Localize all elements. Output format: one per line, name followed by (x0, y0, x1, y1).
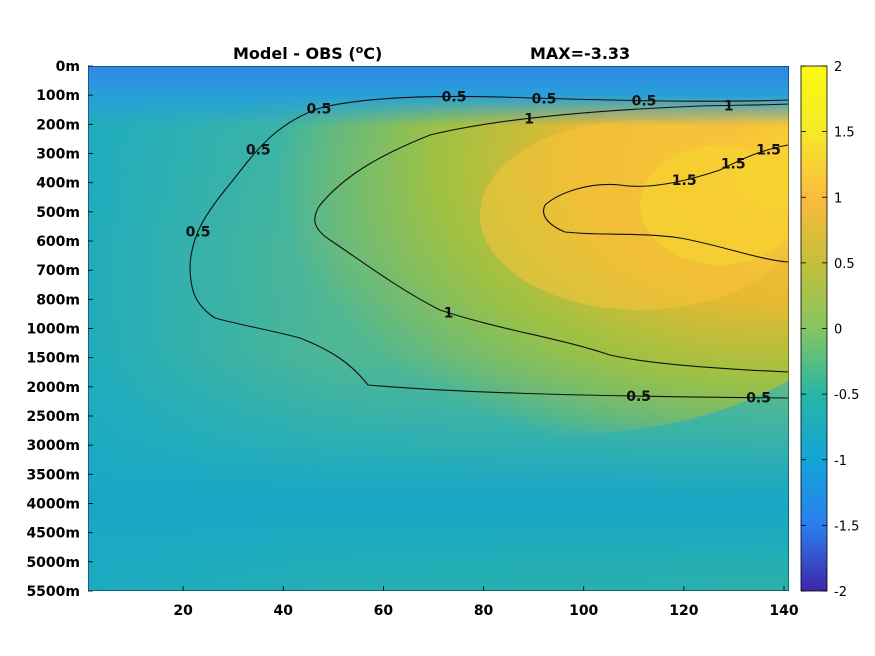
colorbar-tick-label: 0.5 (834, 257, 855, 272)
x-tick-label: 20 (173, 603, 193, 619)
y-tick-label: 700m (36, 263, 80, 279)
y-tick-label: 1500m (26, 351, 80, 367)
y-tick-label: 100m (36, 88, 80, 104)
y-tick-label: 300m (36, 147, 80, 163)
contour-label: 0.5 (246, 142, 271, 158)
contour-label: 0.5 (746, 391, 771, 407)
contour-label: 0.5 (307, 101, 332, 117)
y-tick-label: 1000m (26, 322, 80, 338)
x-axis: 20 40 60 80 100 120 140 (173, 586, 799, 619)
y-tick-label: 0m (56, 59, 80, 75)
colorbar-tick-label: -1.5 (834, 519, 859, 534)
y-tick-label: 4500m (26, 526, 80, 542)
contour-1 (314, 103, 789, 373)
colorbar-tick-label: 0 (834, 323, 842, 338)
y-tick-label: 2500m (26, 409, 80, 425)
contour-lines (189, 95, 789, 399)
contour-1.5 (543, 144, 789, 263)
y-tick-label: 2000m (26, 380, 80, 396)
heatmap-area (88, 66, 789, 591)
y-tick-label: 5000m (26, 555, 80, 571)
contour-labels: 0.5 0.5 0.5 0.5 0.5 0.5 0.5 0.5 1 1 1 1.5 1.5 1.5 (186, 89, 781, 407)
y-tick-label: 3000m (26, 438, 80, 454)
y-tick-label: 200m (36, 117, 80, 133)
title-right: MAX=-3.33 (530, 44, 630, 63)
colorbar-tick-label: -1 (834, 454, 847, 469)
y-tick-label: 600m (36, 234, 80, 250)
x-tick-label: 120 (669, 603, 698, 619)
contour-label: 0.5 (442, 89, 467, 105)
contour-label: 0.5 (632, 94, 657, 110)
contour-label: 1.5 (721, 156, 746, 172)
contour-0.5-upper (189, 95, 789, 319)
colorbar-tick-label: 1 (834, 191, 842, 206)
contour-label: 1 (724, 98, 734, 114)
contour-0.5-lower (214, 317, 789, 399)
y-tick-label: 4000m (26, 497, 80, 513)
contour-label: 0.5 (626, 389, 651, 405)
colorbar-tick-label: 2 (834, 60, 842, 75)
contour-label: 1.5 (756, 143, 781, 159)
x-tick-label: 80 (474, 603, 494, 619)
y-tick-label: 400m (36, 176, 80, 192)
x-tick-label: 100 (569, 603, 598, 619)
colorbar: 2 1.5 1 0.5 0 -0.5 -1 -1.5 -2 (800, 60, 859, 600)
colorbar-tick-label: 1.5 (834, 126, 855, 141)
y-tick-label: 5500m (26, 584, 80, 600)
colorbar-ticks: 2 1.5 1 0.5 0 -0.5 -1 -1.5 -2 (801, 60, 859, 600)
contour-label: 0.5 (186, 224, 211, 240)
contour-label: 1 (444, 306, 454, 322)
colorbar-tick-label: -0.5 (834, 388, 859, 403)
y-tick-label: 800m (36, 292, 80, 308)
y-axis: 0m 100m 200m 300m 400m 500m 600m 700m 800m 1000m 1… (26, 59, 93, 600)
colorbar-tick-label: -2 (834, 585, 847, 600)
contour-label: 1 (524, 111, 534, 127)
contour-label: 1.5 (672, 173, 697, 189)
y-tick-label: 3500m (26, 467, 80, 483)
title-left: Model - OBS (oC) (233, 43, 382, 63)
contour-label: 0.5 (532, 91, 557, 107)
y-tick-label: 500m (36, 205, 80, 221)
x-tick-label: 140 (769, 603, 798, 619)
x-tick-label: 60 (374, 603, 394, 619)
x-tick-label: 40 (274, 603, 294, 619)
